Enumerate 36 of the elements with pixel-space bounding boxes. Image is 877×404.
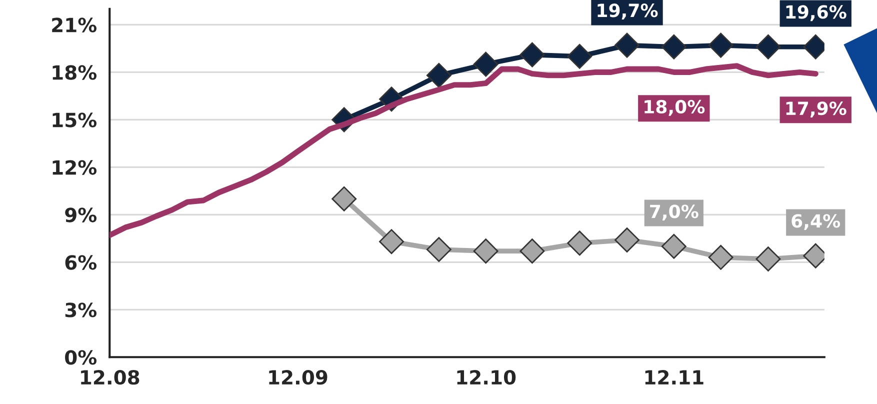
x-tick-label: 12.11 [645,370,704,384]
x-tick-label: 12.10 [457,370,516,385]
point [614,228,640,252]
data-label: 19,6% [786,5,846,22]
point [473,52,498,77]
point [567,230,592,256]
point [756,246,781,272]
point [756,34,781,60]
point [379,229,404,254]
point [520,42,545,68]
point [520,238,545,264]
point [426,237,452,262]
data-label: 7,0% [650,204,698,221]
y-tick-label: 3% [65,302,97,318]
point [708,32,734,58]
data-label: 6,4% [792,214,840,230]
data-label: 19,7% [598,4,658,20]
x-tick-label: 12.08 [81,370,140,385]
point [473,238,498,264]
y-tick-label: 21% [52,18,97,32]
y-tick-label: 9% [65,208,97,222]
y-tick-label: 18% [52,65,97,80]
point [614,32,640,58]
point [426,62,452,88]
point [567,44,592,69]
point [661,34,686,60]
y-tick-label: 0% [65,350,97,365]
point [661,234,686,259]
x-tick-label: 12.09 [269,370,328,385]
y-tick-label: 12% [52,160,97,175]
point [708,244,734,270]
data-label: 18,0% [644,100,705,116]
y-tick-label: 6% [65,255,97,270]
y-tick-label: 15% [52,112,97,128]
data-label: 17,9% [786,101,846,118]
point [332,186,357,212]
